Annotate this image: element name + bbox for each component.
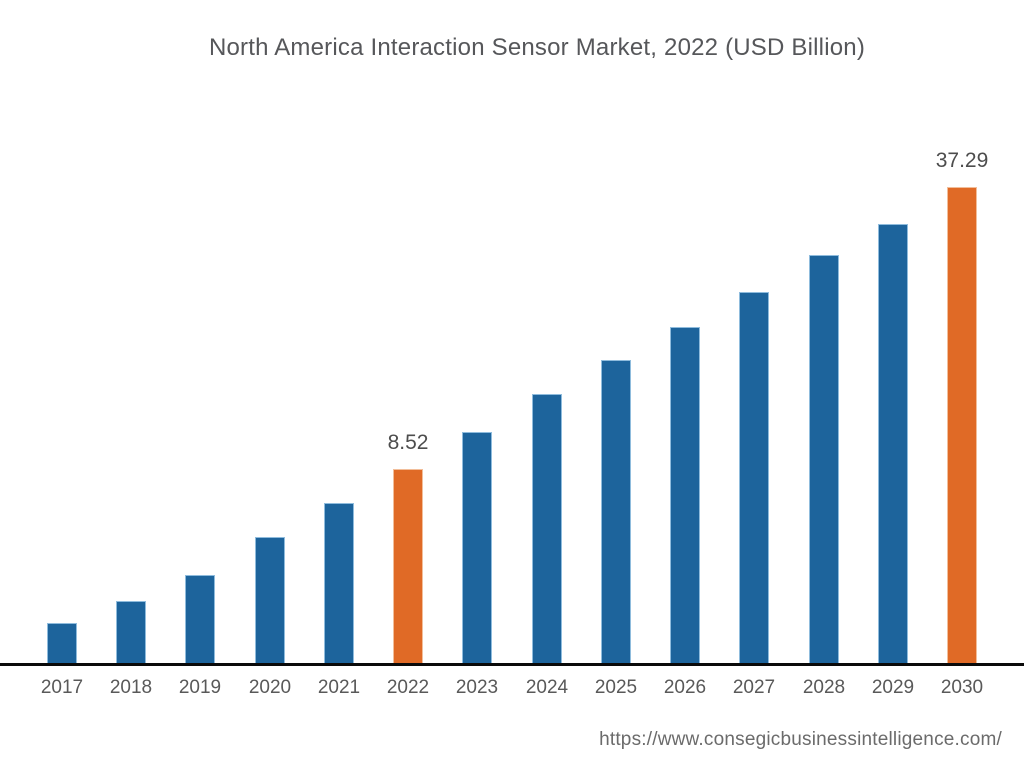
x-tick-2018: 2018 <box>109 677 153 698</box>
x-tick-2017: 2017 <box>40 677 84 698</box>
bar-2026 <box>670 327 700 666</box>
x-tick-2023: 2023 <box>455 677 499 698</box>
bar-2022 <box>393 469 423 666</box>
x-axis-line <box>0 663 1024 666</box>
x-tick-2022: 2022 <box>386 677 430 698</box>
x-tick-2025: 2025 <box>594 677 638 698</box>
bar-2021 <box>324 503 354 666</box>
bar-2027 <box>739 292 769 666</box>
x-tick-2027: 2027 <box>732 677 776 698</box>
bar-2017 <box>47 623 77 666</box>
x-tick-2028: 2028 <box>802 677 846 698</box>
bar-2020 <box>255 537 285 666</box>
x-tick-2024: 2024 <box>525 677 569 698</box>
data-label-2022: 8.52 <box>387 431 429 454</box>
x-tick-2021: 2021 <box>317 677 361 698</box>
bar-2024 <box>532 394 562 666</box>
bar-2030 <box>947 187 977 666</box>
source-url: https://www.consegicbusinessintelligence… <box>599 729 1002 750</box>
data-label-2030: 37.29 <box>935 149 989 172</box>
x-tick-2030: 2030 <box>940 677 984 698</box>
bar-2028 <box>809 255 839 666</box>
x-tick-2026: 2026 <box>663 677 707 698</box>
chart-title: North America Interaction Sensor Market,… <box>208 34 866 61</box>
x-tick-2029: 2029 <box>871 677 915 698</box>
bar-2019 <box>185 575 215 666</box>
bar-2025 <box>601 360 631 666</box>
x-tick-2020: 2020 <box>248 677 292 698</box>
x-tick-2019: 2019 <box>178 677 222 698</box>
bar-2018 <box>116 601 146 666</box>
bar-2029 <box>878 224 908 666</box>
bar-2023 <box>462 432 492 666</box>
